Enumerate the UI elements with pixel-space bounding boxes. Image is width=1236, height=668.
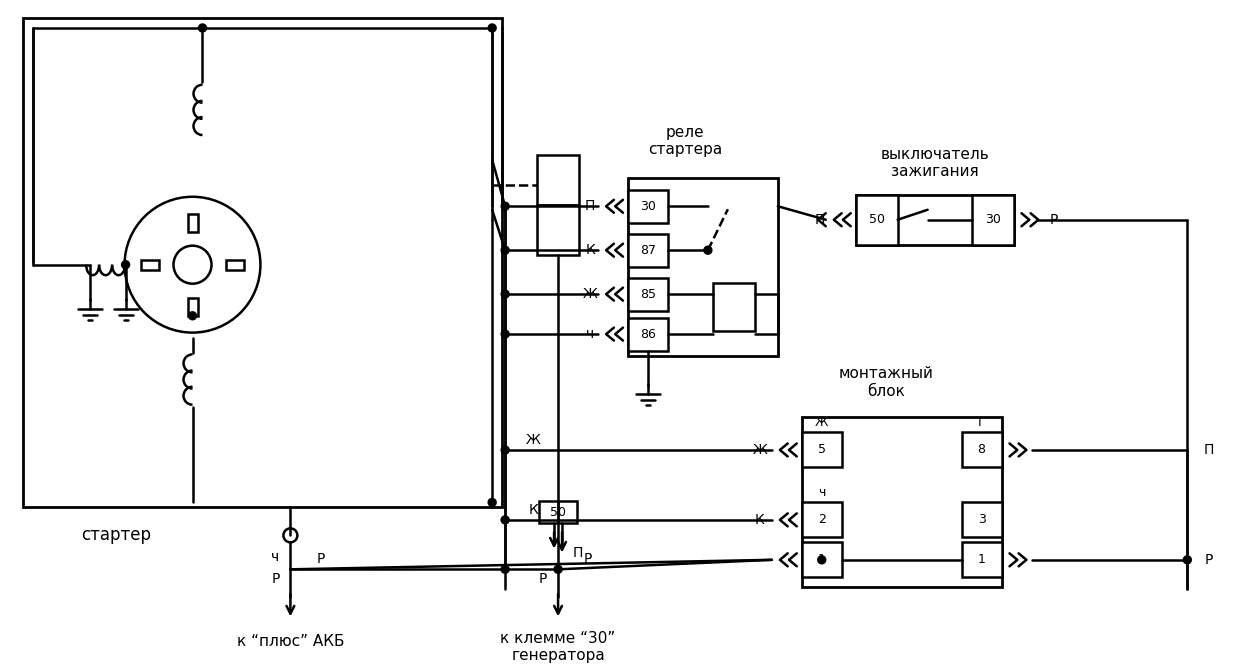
Bar [802, 502, 842, 537]
Bar [855, 195, 1014, 244]
Text: ч: ч [586, 327, 595, 341]
Text: 50: 50 [869, 213, 885, 226]
Bar [188, 298, 198, 316]
Text: П: П [815, 212, 824, 226]
Circle shape [283, 528, 298, 542]
Text: 3: 3 [978, 514, 985, 526]
Bar [962, 542, 1001, 577]
Bar [802, 418, 1001, 587]
Bar [962, 502, 1001, 537]
Bar [538, 155, 578, 205]
Circle shape [488, 498, 496, 506]
Text: П: П [572, 546, 583, 560]
Circle shape [1183, 556, 1192, 564]
Text: 87: 87 [640, 244, 656, 257]
Text: Ж: Ж [582, 287, 597, 301]
Text: реле
стартера: реле стартера [648, 125, 722, 157]
Bar [539, 502, 577, 523]
Text: к “плюс” АКБ: к “плюс” АКБ [236, 634, 344, 649]
Circle shape [488, 24, 496, 32]
Circle shape [121, 261, 130, 269]
Circle shape [501, 565, 509, 573]
Text: 30: 30 [640, 200, 656, 212]
Text: монтажный
блок: монтажный блок [838, 366, 933, 399]
Text: Р: Р [316, 552, 325, 566]
Circle shape [189, 312, 197, 320]
Text: К: К [528, 503, 538, 517]
Text: К: К [585, 243, 595, 257]
Bar [188, 214, 198, 232]
Text: к клемме “30”
генератора: к клемме “30” генератора [501, 631, 616, 663]
Text: выключатель
зажигания: выключатель зажигания [880, 146, 989, 179]
Text: Р: Р [539, 572, 548, 587]
Text: 85: 85 [640, 288, 656, 301]
Text: ч: ч [818, 486, 826, 499]
Text: ч: ч [271, 550, 279, 564]
Circle shape [501, 246, 509, 255]
Text: Г: Г [978, 416, 985, 429]
Text: Ж: Ж [815, 416, 828, 429]
Circle shape [125, 197, 261, 333]
Circle shape [501, 330, 509, 338]
Bar [22, 18, 502, 508]
Text: 1: 1 [978, 553, 985, 566]
Bar [628, 317, 667, 351]
Text: Ж: Ж [753, 443, 768, 457]
Text: Р: Р [1049, 212, 1058, 226]
Bar [628, 190, 667, 222]
Circle shape [501, 446, 509, 454]
Text: Р: Р [1205, 553, 1214, 567]
Text: Р: Р [271, 572, 279, 587]
Text: 2: 2 [818, 514, 826, 526]
Bar [855, 195, 897, 244]
Text: стартер: стартер [80, 526, 151, 544]
Text: П: П [585, 199, 596, 213]
Bar [962, 432, 1001, 468]
Circle shape [501, 202, 509, 210]
Text: 86: 86 [640, 327, 656, 341]
Text: 50: 50 [550, 506, 566, 519]
Bar [628, 234, 667, 267]
Text: Р: Р [583, 552, 592, 566]
Circle shape [501, 290, 509, 298]
Text: Ж: Ж [525, 433, 540, 447]
Text: П: П [1204, 443, 1215, 457]
Text: 5: 5 [818, 444, 826, 456]
Circle shape [818, 556, 826, 564]
Bar [971, 195, 1014, 244]
Bar [141, 260, 159, 270]
Circle shape [554, 565, 562, 573]
Bar [713, 283, 755, 331]
Bar [538, 205, 578, 255]
Text: 8: 8 [978, 444, 985, 456]
Bar [628, 278, 667, 311]
Text: К: К [755, 513, 765, 527]
Bar [802, 432, 842, 468]
Circle shape [703, 246, 712, 255]
Bar [628, 178, 777, 355]
Text: 1: 1 [818, 553, 826, 566]
Bar [802, 542, 842, 577]
Circle shape [501, 516, 509, 524]
Circle shape [199, 24, 206, 32]
Bar [226, 260, 243, 270]
Text: 30: 30 [985, 213, 1000, 226]
Circle shape [173, 246, 211, 284]
